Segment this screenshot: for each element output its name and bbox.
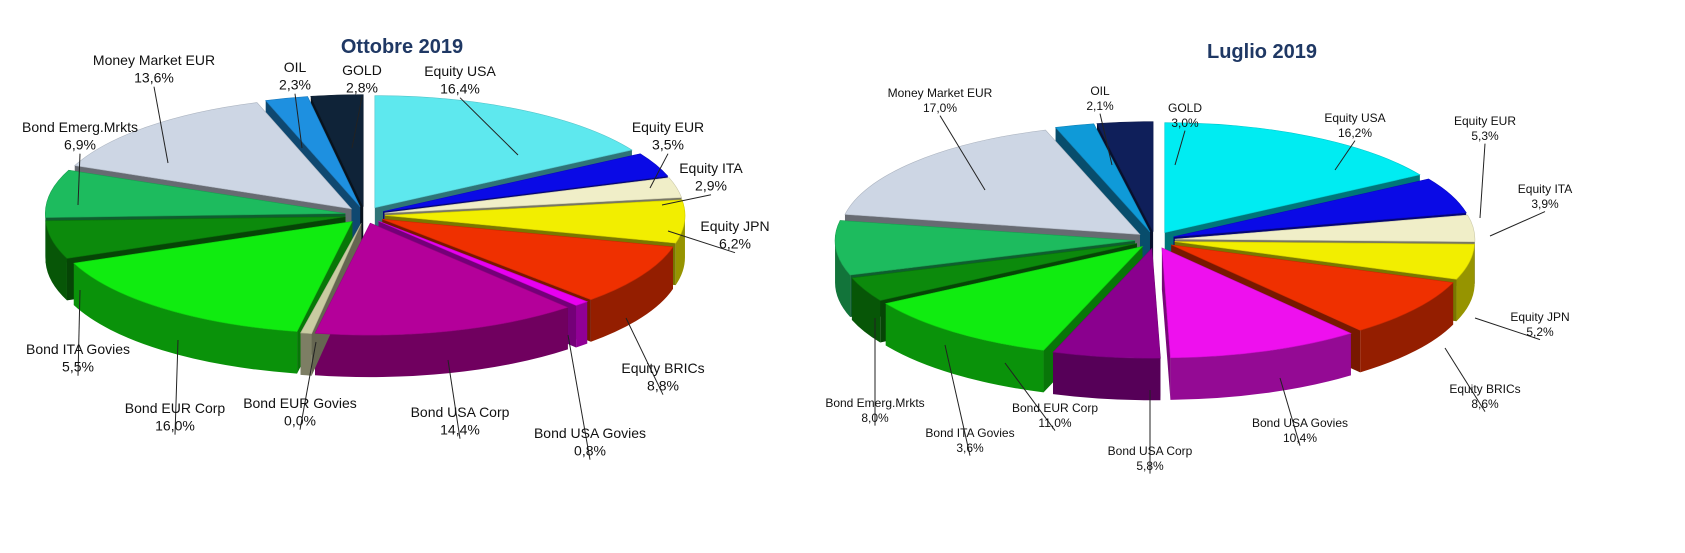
leader-line-bond-eur-corp (174, 339, 179, 435)
data-label-money-market-eur: Money Market EUR 13,6% (93, 52, 215, 86)
slice-equity-jpn (1174, 241, 1475, 280)
slice-equity-usa (1164, 122, 1421, 234)
leader-line-oil (1099, 113, 1113, 166)
slice-money-market-eur (844, 129, 1141, 235)
slice-gold (310, 94, 364, 207)
leader-line-bond-eur-govies (299, 341, 317, 430)
slice-oil (265, 96, 361, 208)
slice-equity-ita (384, 177, 682, 214)
data-label-equity-jpn: Equity JPN 6,2% (700, 218, 769, 252)
slice-bond-eur-corp (884, 246, 1144, 351)
data-label-bond-usa-govies: Bond USA Govies 0,8% (534, 425, 646, 459)
data-label-bond-emerg-mrkts: Bond Emerg.Mrkts 6,9% (22, 119, 138, 153)
slice-bond-usa-corp (314, 222, 569, 336)
slice-bond-eur-corp (73, 221, 353, 332)
pie-chart-luglio-2019: Luglio 2019 Equity USA 16,2% Equity EUR 5,3… (825, 41, 1572, 474)
data-label-equity-usa: Equity USA 16,4% (424, 63, 496, 97)
leader-line-bond-eur-corp (1004, 362, 1056, 431)
data-label-bond-eur-govies: Bond EUR Govies 0,0% (243, 395, 357, 429)
data-label-bond-usa-corp: Bond USA Corp 5,8% (1108, 444, 1193, 473)
slice-bond-usa-govies (378, 220, 589, 306)
slice-gold (1096, 121, 1154, 232)
leader-line-equity-ita (1489, 211, 1546, 237)
data-label-bond-eur-corp: Bond EUR Corp 16,0% (125, 400, 226, 434)
leader-line-bond-usa-govies (1279, 377, 1301, 446)
data-label-equity-eur: Equity EUR 5,3% (1454, 114, 1516, 143)
leader-line-money-market-eur (939, 115, 986, 191)
data-label-oil: OIL 2,3% (279, 59, 311, 93)
leader-line-equity-ita (661, 194, 712, 206)
leader-line-equity-eur (649, 153, 669, 189)
slice-bond-emerg-mrkts (834, 220, 1136, 276)
slice-bond-usa-govies (1161, 247, 1352, 359)
slice-money-market-eur (74, 102, 353, 210)
leader-line-bond-ita-govies (944, 344, 971, 456)
data-label-equity-usa: Equity USA 16,2% (1324, 111, 1385, 140)
data-label-gold: GOLD 3,0% (1168, 101, 1202, 130)
slice-oil (1054, 123, 1151, 233)
slice-bond-eur-govies (300, 223, 362, 335)
leader-line-equity-usa (1334, 140, 1356, 171)
slice-equity-eur (383, 153, 669, 212)
data-label-bond-eur-corp: Bond EUR Corp 11,0% (1012, 401, 1098, 430)
slice-equity-usa (374, 95, 633, 209)
slice-bond-ita-govies (851, 243, 1137, 301)
chart-title-ottobre: Ottobre 2019 (341, 36, 463, 58)
leader-line-bond-emerg-mrkts (77, 153, 81, 206)
data-label-bond-ita-govies: Bond ITA Govies 5,5% (26, 341, 130, 375)
slice-equity-brics (382, 218, 674, 301)
data-label-bond-usa-govies: Bond USA Govies 10,4% (1252, 416, 1348, 445)
chart-title-luglio: Luglio 2019 (1207, 41, 1317, 63)
data-label-bond-emerg-mrkts: Bond Emerg.Mrkts 8,0% (825, 396, 924, 425)
pie-chart-ottobre-2019: Ottobre 2019 Equity USA 16,4% Equity EUR 3,… (22, 36, 770, 460)
slice-bond-usa-corp (1052, 247, 1161, 359)
slice-bond-ita-govies (45, 216, 346, 259)
data-label-equity-ita: Equity ITA 2,9% (679, 160, 743, 194)
leader-line-equity-usa (459, 97, 519, 156)
slice-equity-ita (1174, 214, 1476, 243)
leader-line-money-market-eur (153, 86, 169, 164)
leader-line-equity-jpn (667, 230, 736, 254)
leader-line-bond-usa-govies (567, 334, 591, 460)
leader-line-gold (1174, 130, 1186, 166)
leader-line-oil (294, 93, 303, 149)
data-label-money-market-eur: Money Market EUR 17,0% (888, 86, 993, 115)
data-label-gold: GOLD 2,8% (342, 62, 382, 96)
data-label-bond-ita-govies: Bond ITA Govies 3,6% (925, 426, 1014, 455)
data-label-equity-brics: Equity BRICs 8,8% (621, 360, 704, 394)
data-label-equity-jpn: Equity JPN 5,2% (1510, 310, 1569, 339)
leader-line-equity-brics (625, 317, 664, 395)
slice-equity-eur (1173, 178, 1467, 238)
slice-equity-brics (1171, 244, 1454, 331)
leader-line-equity-eur (1479, 143, 1486, 219)
leader-line-bond-usa-corp (447, 359, 461, 439)
leader-line-equity-brics (1444, 347, 1486, 412)
data-label-equity-eur: Equity EUR 3,5% (632, 119, 704, 153)
leader-line-gold (351, 96, 363, 149)
data-label-equity-ita: Equity ITA 3,9% (1518, 182, 1572, 211)
leader-line-equity-jpn (1474, 317, 1541, 341)
slice-bond-emerg-mrkts (45, 169, 346, 218)
data-label-oil: OIL 2,1% (1086, 84, 1114, 113)
data-label-equity-brics: Equity BRICs 8,6% (1449, 382, 1520, 411)
data-label-bond-usa-corp: Bond USA Corp 14,4% (411, 404, 510, 438)
leader-line-bond-ita-govies (77, 289, 81, 376)
